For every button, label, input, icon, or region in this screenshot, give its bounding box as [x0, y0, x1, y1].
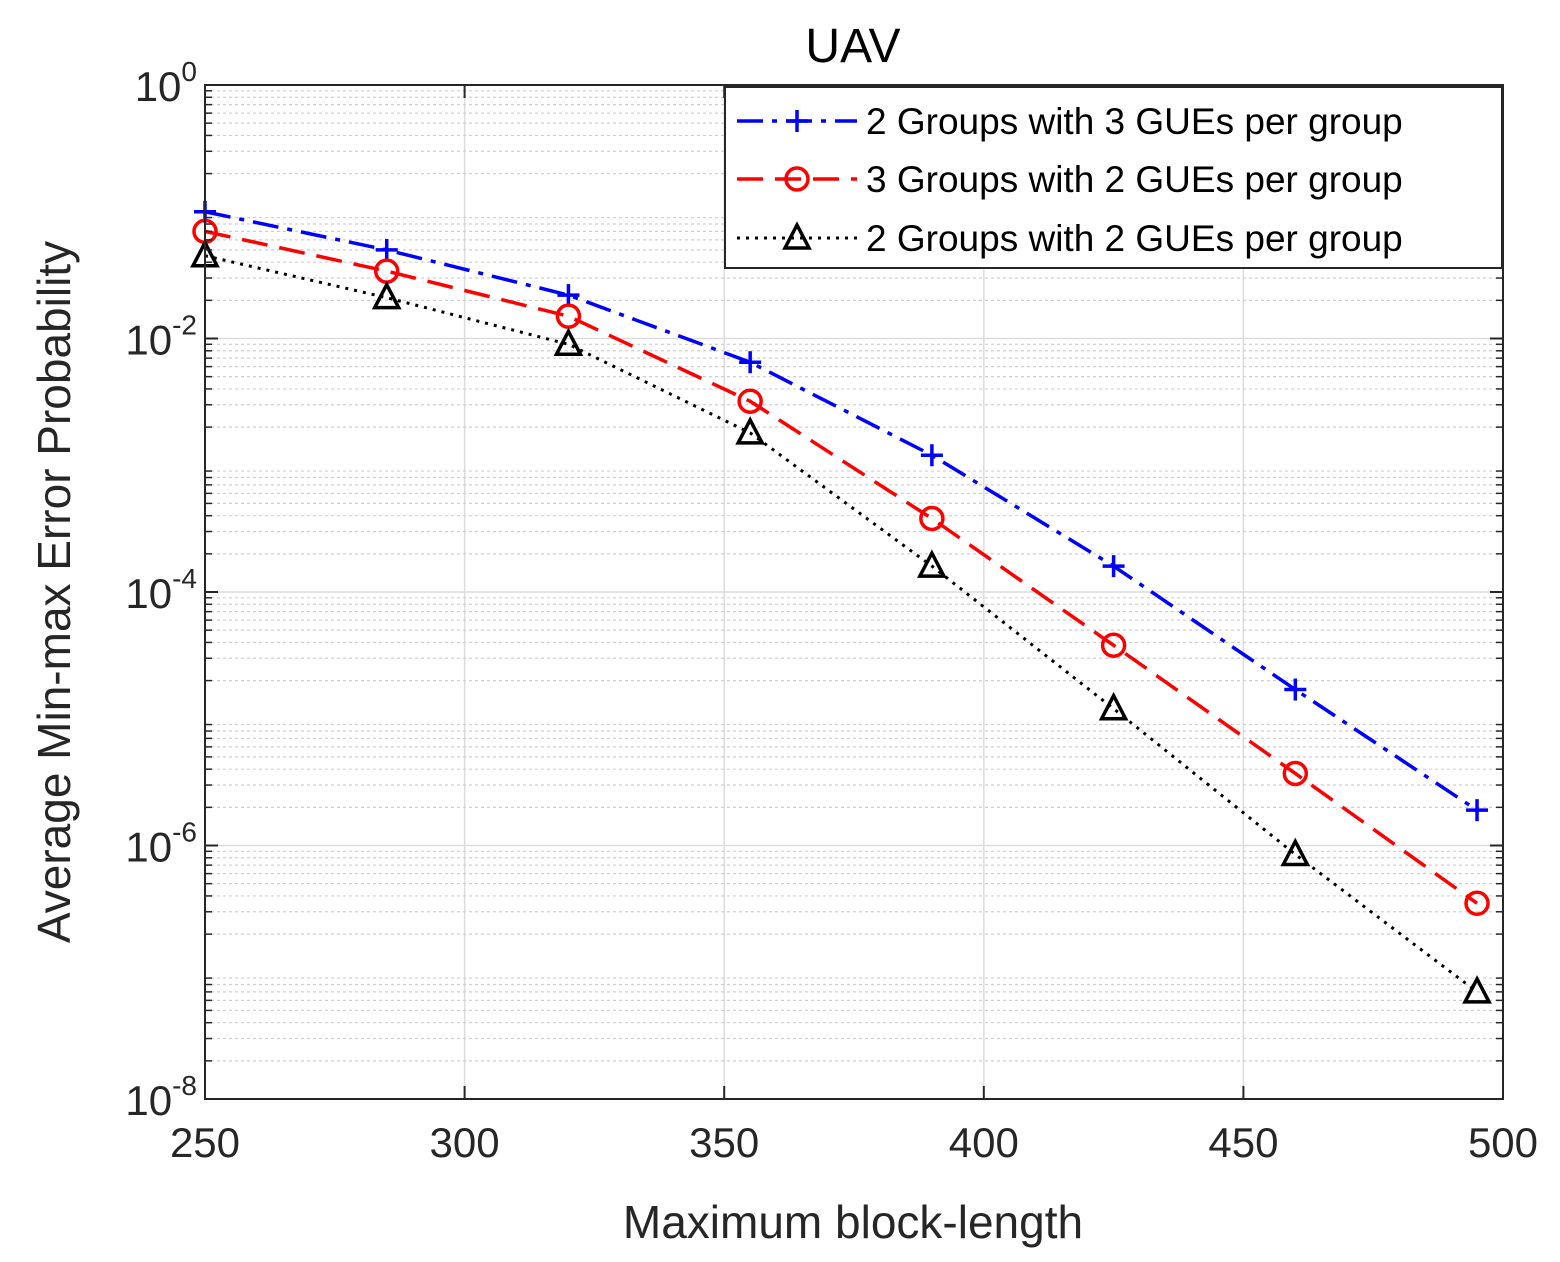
y-tick-label-3: 10-6 [125, 817, 197, 871]
series-0-point-1 [375, 238, 398, 261]
legend: 2 Groups with 3 GUEs per group 3 Groups … [724, 86, 1503, 269]
legend-label-1: 3 Groups with 2 GUEs per group [866, 159, 1403, 200]
x-tick-labels: 250 300 350 400 450 500 [170, 1119, 1538, 1166]
x-tick-label-0: 250 [170, 1119, 240, 1166]
legend-entry-0: 2 Groups with 3 GUEs per group [737, 101, 1403, 142]
series-0-point-3 [739, 351, 762, 374]
legend-marker-0 [786, 110, 808, 132]
series-1-point-3 [737, 388, 763, 414]
series-2-point-2 [553, 327, 584, 357]
series-layer [190, 200, 1492, 1004]
legend-label-2: 2 Groups with 2 GUEs per group [866, 218, 1403, 259]
y-tick-label-1: 10-2 [125, 310, 197, 364]
y-tick-label-0: 100 [135, 56, 197, 110]
series-2-point-7 [1462, 975, 1492, 1004]
chart-title: UAV [805, 20, 900, 73]
legend-entry-2: 2 Groups with 2 GUEs per group [737, 218, 1403, 259]
y-axis-label: Average Min-max Error Probability [28, 241, 80, 943]
x-tick-label-2: 350 [689, 1119, 759, 1166]
y-tick-label-2: 10-4 [125, 563, 197, 617]
legend-marker-symbol-0 [786, 110, 808, 132]
series-0-point-5 [1102, 555, 1125, 578]
series-1-point-4 [919, 505, 945, 532]
y-tick-label-4: 10-8 [125, 1070, 197, 1124]
legend-entry-1: 3 Groups with 2 GUEs per group [737, 159, 1403, 200]
series-1-point-7 [1464, 890, 1490, 917]
legend-marker-2 [782, 221, 812, 250]
series-1-point-2 [555, 303, 582, 329]
series-line-2 [204, 254, 1478, 994]
series-2-point-1 [371, 280, 402, 310]
x-tick-label-1: 300 [430, 1119, 500, 1166]
series-0-point-2 [557, 284, 580, 307]
series-line-1 [204, 229, 1479, 905]
series-0-point-4 [920, 444, 943, 467]
series-0-point-6 [1284, 678, 1307, 701]
legend-marker-1 [784, 166, 810, 192]
y-tick-labels: 100 10-2 10-4 10-6 10-8 [125, 56, 197, 1124]
x-tick-label-4: 450 [1208, 1119, 1278, 1166]
legend-marker-symbol-2 [782, 221, 812, 250]
series-1-point-6 [1282, 760, 1309, 787]
series-2-point-5 [1098, 691, 1129, 721]
series-2 [190, 238, 1492, 1004]
legend-marker-symbol-1 [784, 166, 810, 192]
series-line-0 [204, 210, 1479, 812]
x-axis-label: Maximum block-length [623, 1196, 1083, 1248]
series-1-point-5 [1100, 632, 1127, 659]
series-2-point-4 [916, 549, 947, 578]
x-tick-label-5: 500 [1468, 1119, 1538, 1166]
series-2-point-6 [1280, 837, 1311, 867]
x-tick-label-3: 400 [949, 1119, 1019, 1166]
series-2-point-3 [735, 416, 766, 445]
series-0 [194, 200, 1489, 822]
legend-label-0: 2 Groups with 3 GUEs per group [866, 101, 1403, 142]
series-0-point-7 [1466, 799, 1489, 822]
